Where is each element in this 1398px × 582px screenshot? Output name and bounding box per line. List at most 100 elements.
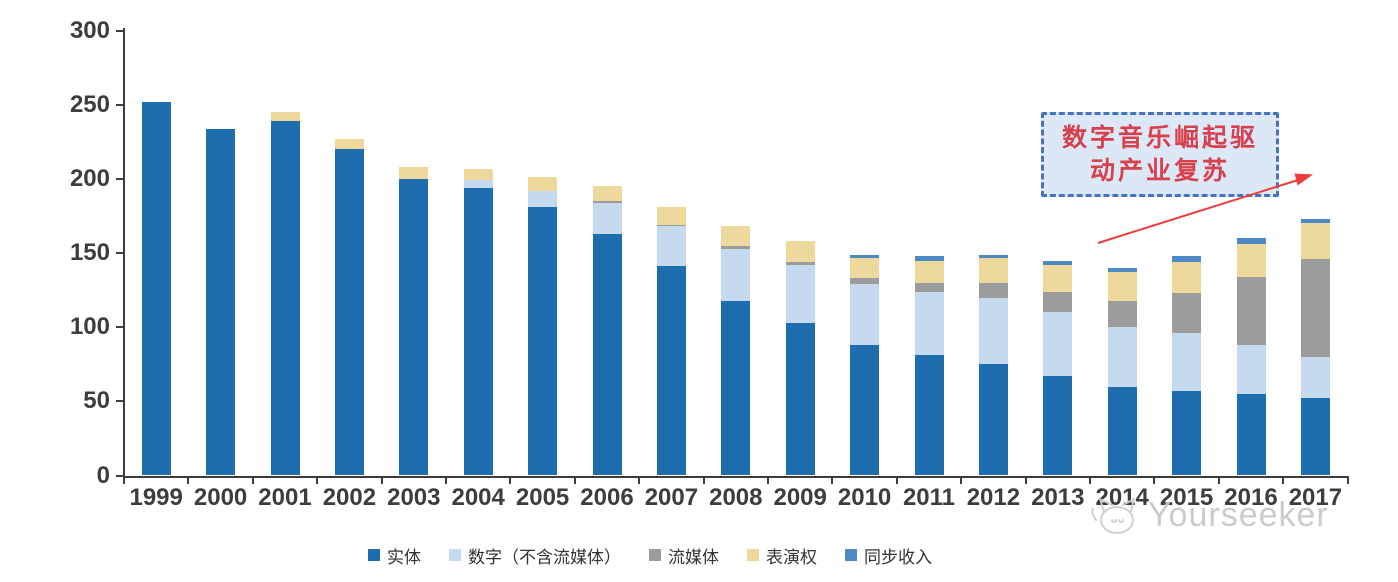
bar-segment <box>785 264 815 323</box>
annotation-box: 数字音乐崛起驱 动产业复苏 <box>1041 112 1279 197</box>
bar-segment <box>528 207 558 476</box>
annotation-text-line-1: 数字音乐崛起驱 <box>1061 123 1258 152</box>
x-axis-category-label: 2001 <box>258 484 312 511</box>
bar-segment <box>978 254 1008 258</box>
x-axis-category-label: 2012 <box>966 484 1021 511</box>
bar-segment <box>1300 223 1330 260</box>
bar-segment <box>399 178 429 476</box>
bar-segment <box>1236 345 1266 394</box>
x-axis-tick <box>1346 476 1349 484</box>
x-axis-tick <box>895 476 898 484</box>
cat-logo-icon <box>1091 498 1135 534</box>
bar-segment <box>592 233 622 476</box>
bar-segment <box>1043 291 1073 313</box>
bar-segment <box>1300 259 1330 357</box>
bar-segment <box>270 121 300 476</box>
x-axis-tick <box>1089 476 1091 484</box>
y-axis-tick <box>116 474 123 477</box>
bar-segment <box>850 278 880 285</box>
bar-segment <box>334 138 364 150</box>
x-axis-category-label: 2005 <box>515 484 570 511</box>
bar-segment <box>656 266 686 476</box>
bar-segment <box>850 284 880 346</box>
bar-segment <box>463 187 493 476</box>
bar-segment <box>592 186 622 202</box>
y-axis-tick-label: 100 <box>69 313 110 341</box>
x-axis-category-label: 1999 <box>129 484 183 511</box>
bar-segment <box>1172 293 1202 334</box>
bar-segment <box>1236 276 1266 345</box>
bar-segment <box>1043 264 1073 292</box>
x-axis-tick <box>1153 476 1156 484</box>
bar-segment <box>656 226 686 267</box>
bar-segment <box>1043 312 1073 377</box>
bar-segment <box>978 257 1008 283</box>
x-axis-tick <box>960 476 963 484</box>
x-axis-category-label: 2008 <box>709 484 763 511</box>
bar-segment <box>656 224 686 227</box>
legend-label: 流媒体 <box>668 547 719 567</box>
bar-segment <box>914 282 944 292</box>
x-axis-tick <box>767 476 769 484</box>
bar-segment <box>1236 393 1266 476</box>
bar-segment <box>1172 333 1202 391</box>
bar-segment <box>785 241 815 262</box>
x-axis-tick <box>1217 476 1220 484</box>
bar-segment <box>1107 386 1137 476</box>
legend-item: 数字（不含流媒体） <box>449 543 621 568</box>
legend-item: 流媒体 <box>649 543 719 568</box>
bar-segment <box>1300 218 1330 224</box>
x-axis-tick <box>445 476 447 484</box>
bar-segment <box>1236 244 1266 277</box>
x-axis-category-label: 2003 <box>387 484 441 511</box>
bar-segment <box>1107 300 1137 328</box>
x-axis-tick <box>316 476 319 484</box>
legend-label: 表演权 <box>766 547 817 567</box>
bar-segment <box>592 201 622 203</box>
bar-segment <box>1172 261 1202 294</box>
y-axis-tick <box>116 103 123 106</box>
bar-segment <box>850 257 880 279</box>
legend-swatch-icon <box>449 549 461 561</box>
x-axis-category-label: 2010 <box>837 484 892 511</box>
bar-segment <box>1300 398 1330 476</box>
bar-segment <box>1107 272 1137 301</box>
legend-label: 同步收入 <box>864 547 932 567</box>
y-axis-tick-label: 200 <box>69 164 110 192</box>
legend-item: 实体 <box>368 543 421 568</box>
x-axis-category-label: 2007 <box>644 484 699 511</box>
bar-segment <box>721 300 751 476</box>
x-axis-category-label: 2009 <box>773 484 827 511</box>
y-axis-tick-label: 300 <box>69 16 110 44</box>
legend-item: 表演权 <box>747 543 817 568</box>
bar-segment <box>463 168 493 181</box>
bar-segment <box>1300 356 1330 399</box>
bar-segment <box>978 364 1008 476</box>
bar-segment <box>914 355 944 476</box>
bar-segment <box>463 180 493 188</box>
bar-segment <box>721 226 751 246</box>
bar-segment <box>850 254 880 258</box>
bar-segment <box>334 149 364 476</box>
bar-segment <box>785 322 815 476</box>
legend-swatch-icon <box>649 549 661 561</box>
bar-segment <box>850 345 880 476</box>
bar-segment <box>914 291 944 356</box>
x-axis-tick <box>1282 476 1285 484</box>
legend-label: 数字（不含流媒体） <box>468 547 621 567</box>
bar-segment <box>528 177 558 191</box>
bar-segment <box>1043 260 1073 265</box>
watermark-text: Yourseeker <box>1148 495 1329 534</box>
bar-segment <box>270 112 300 122</box>
legend: 实体 数字（不含流媒体） 流媒体 表演权 同步收入 <box>368 543 932 568</box>
legend-label: 实体 <box>387 547 421 567</box>
x-axis-category-label: 2017 <box>1288 484 1343 511</box>
y-axis-tick <box>116 252 123 255</box>
x-axis-category-label: 2016 <box>1224 484 1278 511</box>
bar-segment <box>141 101 171 476</box>
y-axis-tick <box>116 29 123 32</box>
x-axis-tick <box>187 476 190 484</box>
x-axis-tick <box>638 476 641 484</box>
y-axis-tick-label: 0 <box>96 461 110 489</box>
